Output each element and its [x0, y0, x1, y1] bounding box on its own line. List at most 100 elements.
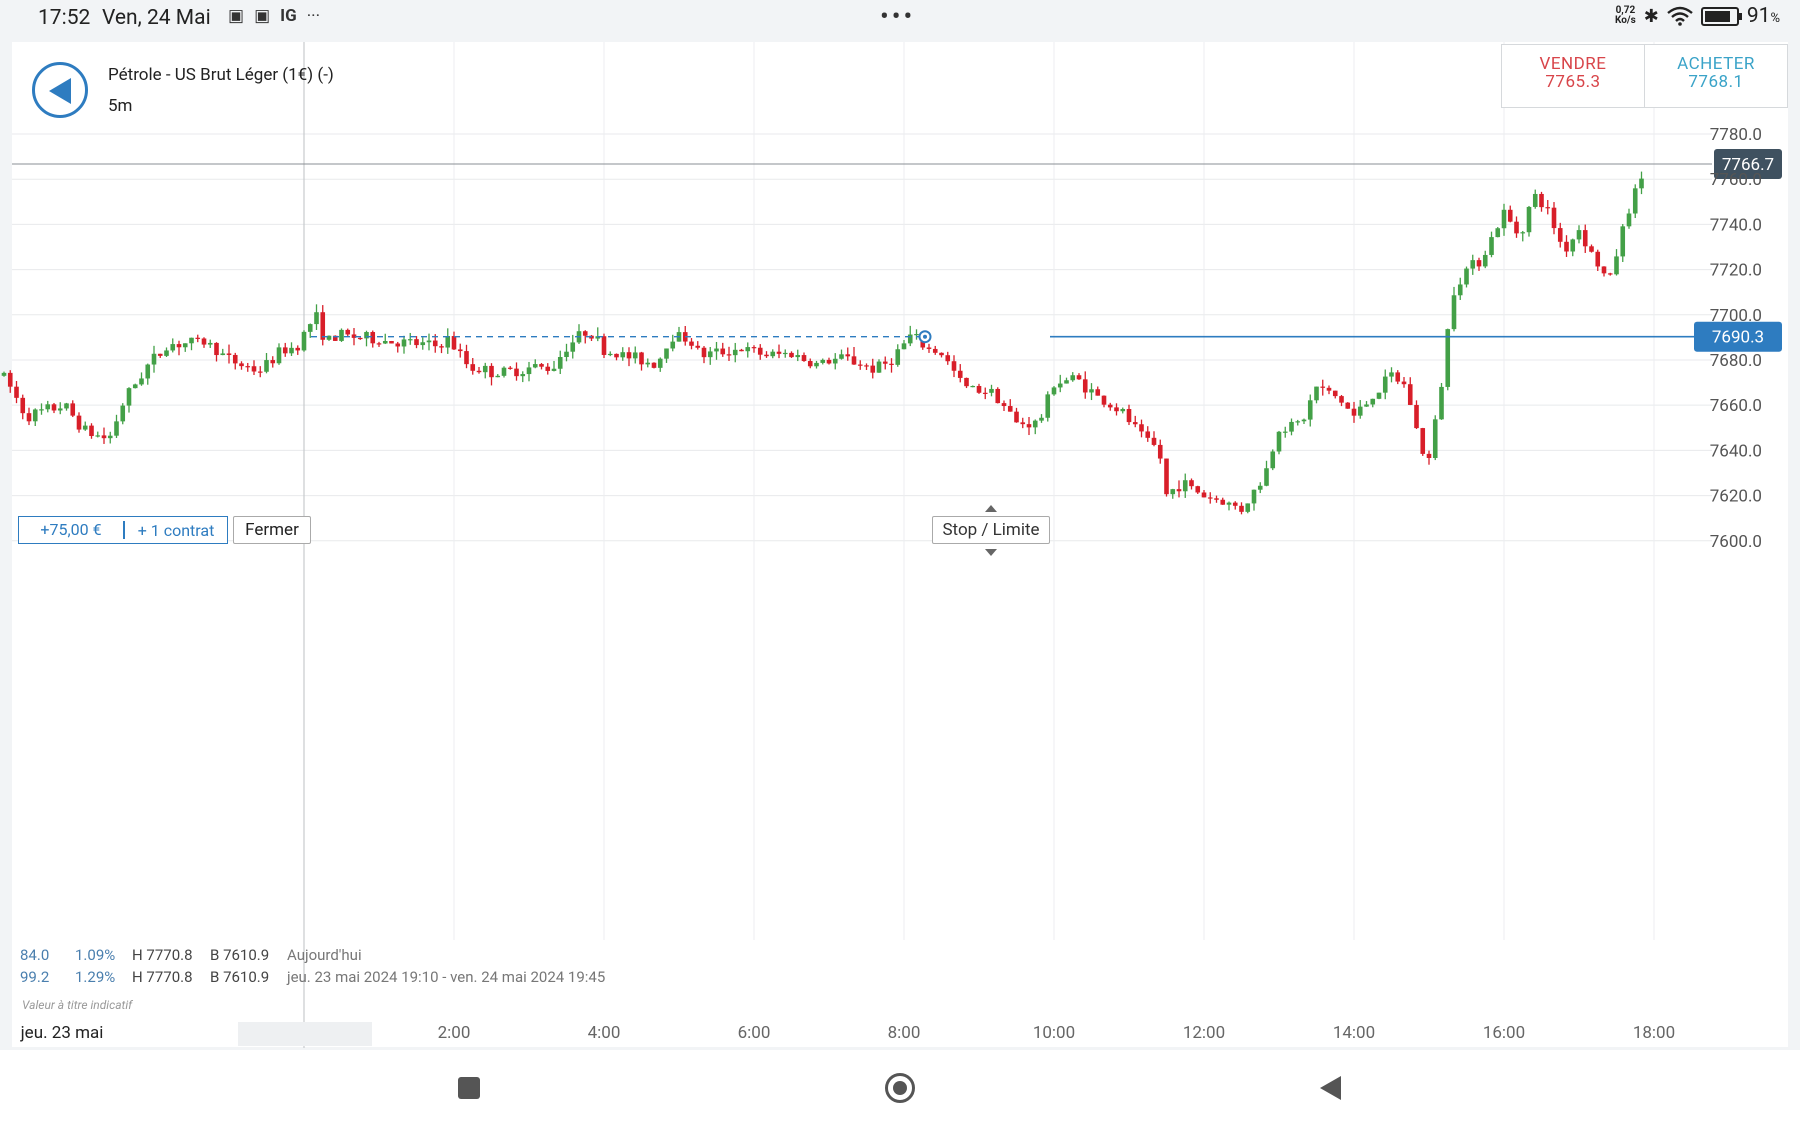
candle-body	[207, 342, 213, 345]
candle	[707, 346, 713, 365]
chart-panel[interactable]	[12, 42, 1788, 1047]
candle	[364, 330, 369, 347]
candle	[1157, 439, 1163, 464]
candle	[595, 327, 601, 342]
candle-body	[1182, 480, 1188, 492]
candle	[457, 343, 463, 358]
candle	[1570, 238, 1576, 257]
candle	[1201, 490, 1207, 498]
candle	[1351, 401, 1357, 423]
candle	[770, 349, 776, 359]
candle	[1239, 502, 1244, 515]
candle-body	[914, 334, 919, 336]
candle	[45, 400, 51, 413]
candle-body	[214, 342, 219, 356]
candle	[157, 353, 163, 358]
candle-body	[832, 358, 838, 364]
candle	[401, 335, 407, 354]
candle-body	[1357, 406, 1363, 416]
candle	[1339, 395, 1344, 407]
candle-body	[626, 352, 632, 359]
candlestick-chart[interactable]: 7766.7 7690.3 7780.0 7760.0 7740.0 7720.0 770…	[0, 0, 1800, 1050]
candle-body	[282, 347, 288, 354]
candle	[482, 362, 488, 379]
candle-body	[820, 359, 826, 363]
candle-body	[301, 331, 307, 351]
multiwindow-handle[interactable]: •••	[880, 2, 916, 32]
candle-body	[1495, 228, 1501, 238]
candle	[1345, 402, 1351, 409]
candle-body	[1489, 237, 1494, 255]
candle-body	[976, 385, 982, 393]
candle	[970, 385, 976, 388]
close-position-button[interactable]: Fermer	[233, 516, 311, 544]
candle-body	[95, 435, 101, 437]
sell-button[interactable]: VENDRE 7765.3	[1502, 45, 1645, 107]
candle-body	[645, 362, 651, 365]
candle	[407, 332, 413, 345]
candle	[1307, 394, 1313, 427]
candle	[101, 427, 107, 444]
candle	[289, 342, 294, 356]
back-button[interactable]	[32, 62, 88, 118]
candle	[851, 346, 857, 365]
candle-body	[114, 421, 119, 436]
candle	[195, 334, 201, 343]
candle-body	[276, 347, 282, 364]
candle	[1220, 497, 1226, 505]
candle-body	[570, 342, 576, 352]
candle-body	[1151, 437, 1157, 445]
candle	[176, 340, 182, 356]
candle-body	[1420, 428, 1426, 454]
candle-body	[232, 354, 238, 364]
back-icon[interactable]	[1320, 1076, 1341, 1100]
stats-row-range: 99.2 1.29% H 7770.8 B 7610.9 jeu. 23 mai…	[20, 968, 605, 986]
buy-button[interactable]: ACHETER 7768.1	[1645, 45, 1787, 107]
candle	[1107, 402, 1113, 411]
candle-body	[1170, 489, 1176, 495]
candle-body	[532, 364, 538, 368]
candle	[1095, 386, 1101, 396]
candle	[751, 345, 757, 353]
candle	[1114, 403, 1119, 416]
candle	[1395, 370, 1401, 385]
candle	[701, 346, 707, 364]
candle	[1501, 203, 1507, 236]
candle	[339, 328, 344, 342]
candle	[539, 363, 544, 370]
candle-body	[695, 345, 701, 348]
candle	[232, 352, 238, 370]
candle-body	[1107, 404, 1113, 408]
candle-body	[1226, 502, 1232, 505]
stat-period: Aujourd'hui	[287, 946, 362, 964]
candle	[107, 431, 113, 444]
candle-body	[170, 344, 176, 351]
gallery-icon: ▣	[228, 6, 245, 26]
candle	[151, 345, 157, 373]
stop-limit-button[interactable]: Stop / Limite	[932, 516, 1050, 544]
candle	[564, 343, 569, 362]
position-ticket[interactable]: +75,00 € + 1 contrat	[18, 516, 228, 544]
candle	[1551, 202, 1557, 235]
candle-body	[1307, 400, 1313, 420]
candle-body	[164, 350, 169, 356]
candle-body	[51, 404, 57, 411]
recent-apps-icon[interactable]	[458, 1077, 480, 1099]
candle	[795, 349, 801, 362]
candle-body	[1551, 207, 1557, 229]
candle	[864, 363, 869, 370]
candle-body	[1320, 386, 1326, 388]
candle-body	[1301, 419, 1307, 422]
x-tick-label: jeu. 23 mai	[20, 1023, 104, 1043]
candle-body	[64, 403, 69, 409]
timeframe-selector[interactable]: 5m	[108, 96, 133, 116]
candle	[70, 400, 76, 418]
status-time: 17:52	[38, 6, 91, 30]
candle-body	[551, 368, 557, 371]
candle-body	[982, 392, 988, 394]
candle	[957, 364, 963, 383]
status-date: Ven, 24 Mai	[102, 6, 211, 30]
home-icon[interactable]	[885, 1073, 915, 1103]
candle	[414, 336, 419, 349]
candle-body	[1601, 266, 1607, 274]
